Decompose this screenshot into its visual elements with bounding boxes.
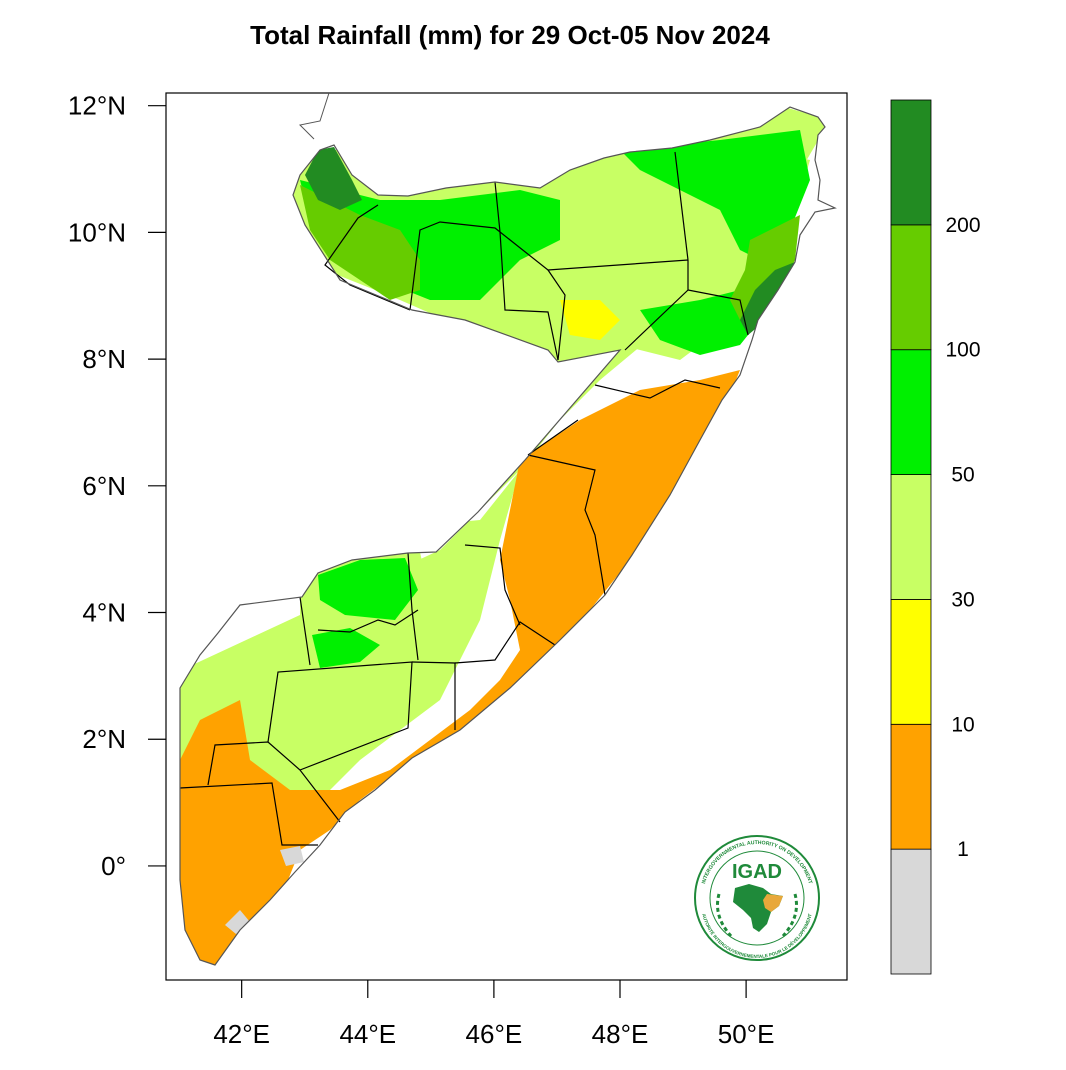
admin-boundary-line xyxy=(494,181,559,361)
lon-tick-label: 44°E xyxy=(339,1019,396,1049)
colorbar-bin xyxy=(890,224,932,351)
admin-boundary-line xyxy=(179,782,318,846)
colorbar-bin xyxy=(890,723,932,850)
lat-tick-label: 8°N xyxy=(82,344,126,374)
rainfall-zone xyxy=(300,185,420,300)
colorbar-label: 100 xyxy=(945,339,980,362)
colorbar-bin xyxy=(890,474,932,600)
colorbar-label: 10 xyxy=(951,713,974,736)
lat-tick-label: 6°N xyxy=(82,471,126,501)
rainfall-zone xyxy=(300,180,560,300)
admin-boundary-line xyxy=(464,544,521,626)
horn-of-africa-highlight-icon xyxy=(763,894,783,912)
rainfall-zone xyxy=(305,147,362,210)
rainfall-zone xyxy=(312,628,380,668)
colorbar-bin xyxy=(890,848,932,975)
lat-tick-label: 2°N xyxy=(82,724,126,754)
colorbar-bin xyxy=(890,599,932,725)
rainfall-zone xyxy=(730,215,800,320)
colorbar-label: 50 xyxy=(951,464,974,487)
colorbar-label: 1 xyxy=(957,838,969,861)
lon-tick-label: 42°E xyxy=(213,1019,270,1049)
admin-boundary-line xyxy=(687,289,749,336)
admin-boundary-line xyxy=(409,221,689,311)
map-title: Total Rainfall (mm) for 29 Oct-05 Nov 20… xyxy=(250,20,770,50)
latitude-axis: 0° 2°N 4°N 6°N 8°N 10°N 12°N xyxy=(68,91,166,881)
rainfall-zone xyxy=(640,290,760,355)
colorbar-label: 200 xyxy=(945,214,980,237)
lon-tick-label: 46°E xyxy=(466,1019,523,1049)
admin-boundary-line xyxy=(674,151,689,261)
rainfall-zone xyxy=(560,300,620,340)
lat-tick-label: 4°N xyxy=(82,598,126,628)
lat-tick-label: 12°N xyxy=(68,91,126,121)
admin-boundary-line xyxy=(407,552,419,661)
admin-boundary-line xyxy=(299,596,311,666)
laurel-left-icon xyxy=(716,893,733,938)
admin-boundary-line xyxy=(527,419,579,456)
igad-logo: INTERGOVERNMENTAL AUTHORITY ON DEVELOPME… xyxy=(694,835,820,961)
rainfall-zone xyxy=(740,262,795,335)
rainfall-zone xyxy=(620,130,810,260)
lat-tick-label: 0° xyxy=(101,851,126,881)
colorbar-bin xyxy=(890,99,932,226)
logo-acronym: IGAD xyxy=(732,861,782,883)
rainfall-zone xyxy=(180,370,740,965)
lon-tick-label: 48°E xyxy=(592,1019,649,1049)
admin-boundary-line xyxy=(317,609,419,633)
somalia-outline xyxy=(179,106,837,966)
admin-boundary-line xyxy=(324,204,411,311)
lon-tick-label: 50°E xyxy=(718,1019,775,1049)
rainfall-zone xyxy=(225,846,304,934)
rainfall-zone xyxy=(318,558,418,620)
admin-boundary-line xyxy=(454,621,556,664)
ethiopia-border-fragment xyxy=(298,92,330,140)
laurel-right-icon xyxy=(781,893,798,938)
region-boundaries xyxy=(179,151,749,846)
colorbar-bin xyxy=(890,349,932,475)
rainfall-field xyxy=(180,107,830,965)
longitude-axis: 42°E 44°E 46°E 48°E 50°E xyxy=(213,980,774,1049)
admin-boundary-line xyxy=(527,454,606,596)
lat-tick-label: 10°N xyxy=(68,217,126,247)
admin-boundary-line xyxy=(594,379,721,399)
colorbar-label: 30 xyxy=(951,588,974,611)
colorbar: 1 10 30 50 100 200 xyxy=(890,99,981,975)
logo-inner-ring xyxy=(709,850,805,946)
admin-boundary-line xyxy=(547,269,566,361)
